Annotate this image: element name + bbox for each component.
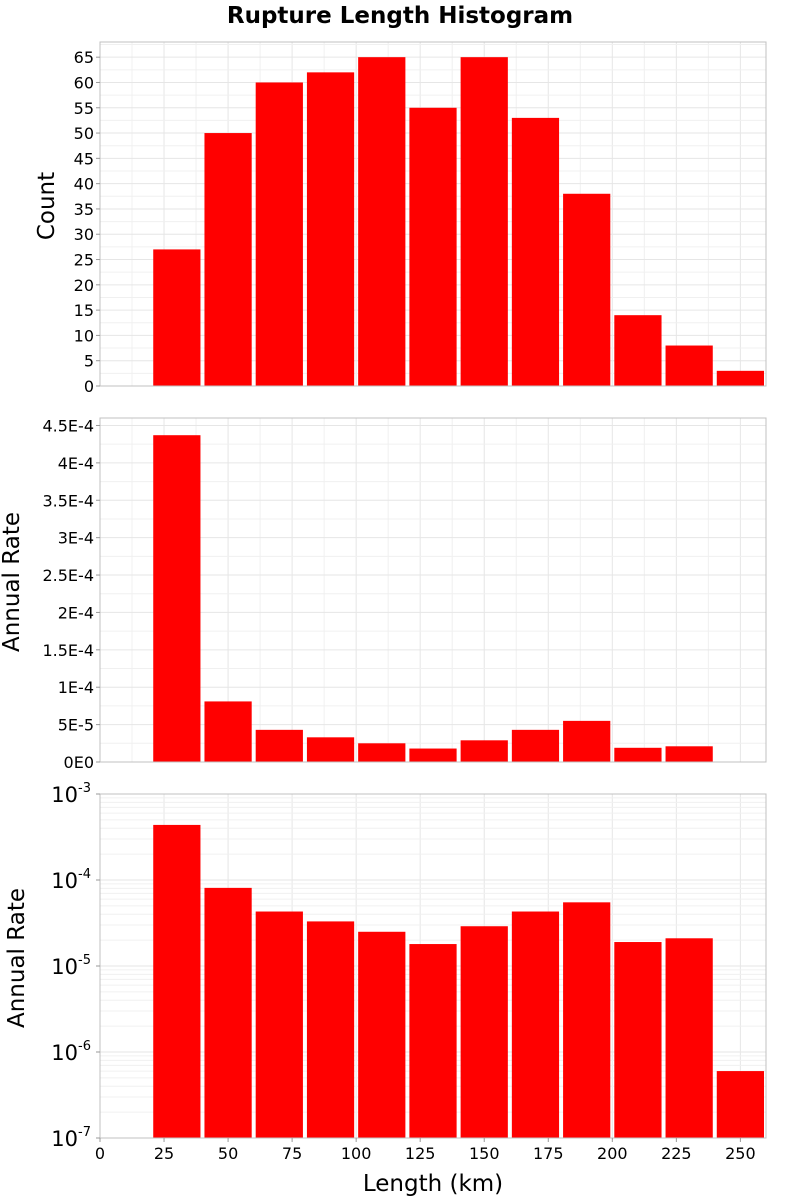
- bar-rate-log-210: [614, 942, 662, 1138]
- x-axis-label: Length (km): [363, 1171, 503, 1197]
- y-tick-label: 1.5E-4: [42, 641, 94, 660]
- y-tick-label: 10: [74, 326, 94, 345]
- x-tick-label: 150: [469, 1144, 500, 1163]
- bar-count-90: [306, 72, 355, 387]
- bar-rate-log-90: [306, 921, 355, 1138]
- y-tick-label: 35: [74, 200, 94, 219]
- y-tick-label: 5: [84, 352, 94, 371]
- bar-rate-linear-210: [614, 747, 662, 762]
- y-tick-label: 10-6: [51, 1039, 91, 1065]
- y-tick-label: 2E-4: [58, 603, 94, 622]
- bar-count-170: [511, 117, 560, 386]
- rate-log-bars: [153, 824, 764, 1138]
- bar-rate-log-150: [460, 926, 508, 1138]
- x-tick-label: 75: [282, 1144, 302, 1163]
- y-tick-label: 2.5E-4: [42, 566, 94, 585]
- bar-rate-log-190: [563, 902, 611, 1138]
- y-tick-label: 50: [74, 124, 94, 143]
- rate-linear-plot-frame: [99, 417, 767, 763]
- bar-rate-linear-170: [511, 729, 560, 762]
- bar-rate-log-30: [153, 824, 201, 1138]
- bar-rate-linear-90: [306, 737, 355, 762]
- y-tick-label: 45: [74, 149, 94, 168]
- bar-count-110: [358, 57, 406, 386]
- annual-rate-linear-panel: 0E0 5E-5 1E-4 1.5E-4 2E-4 2.5E-4 3E-4 3.5E-4 4E-…: [0, 416, 767, 772]
- count-panel: 0 5 10 15 20 25 30 35 40 45 50 55 60 65 Count: [34, 41, 767, 396]
- count-plot-frame: [99, 41, 767, 387]
- rate-linear-y-ticks: 0E0 5E-5 1E-4 1.5E-4 2E-4 2.5E-4 3E-4 3.5E-4 4E-…: [42, 416, 100, 772]
- count-y-ticks: 0 5 10 15 20 25 30 35 40 45 50 55 60 65: [74, 48, 100, 396]
- count-y-axis-label: Count: [34, 172, 60, 240]
- bar-count-210: [614, 315, 662, 386]
- y-tick-label: 15: [74, 301, 94, 320]
- y-tick-label: 0E0: [64, 753, 94, 772]
- y-tick-label: 10-3: [51, 781, 91, 807]
- y-tick-label: 3E-4: [58, 529, 94, 548]
- y-tick-label: 0: [84, 377, 94, 396]
- rate-log-y-axis-label: Annual Rate: [4, 888, 30, 1028]
- count-bars: [153, 57, 764, 387]
- bar-rate-log-130: [409, 944, 457, 1138]
- y-tick-label: 4.5E-4: [42, 416, 94, 435]
- y-tick-label: 3.5E-4: [42, 491, 94, 510]
- y-tick-label: 20: [74, 276, 94, 295]
- x-tick-label: 175: [533, 1144, 564, 1163]
- bar-rate-log-110: [358, 931, 406, 1138]
- bar-rate-linear-70: [255, 729, 303, 762]
- x-tick-label: 100: [341, 1144, 372, 1163]
- bar-count-250: [716, 370, 764, 386]
- y-tick-label: 10-7: [51, 1125, 91, 1151]
- chart-title: Rupture Length Histogram: [227, 3, 573, 29]
- bar-count-230: [665, 345, 713, 386]
- x-tick-label: 50: [218, 1144, 238, 1163]
- bar-count-50: [204, 133, 252, 386]
- bar-count-70: [255, 82, 303, 387]
- rate-linear-bars: [153, 435, 764, 762]
- bar-rate-linear-150: [460, 740, 508, 762]
- y-tick-label: 30: [74, 225, 94, 244]
- bar-rate-linear-30: [153, 435, 201, 762]
- bar-rate-log-170: [511, 911, 560, 1138]
- bar-rate-log-230: [665, 938, 713, 1138]
- y-tick-label: 4E-4: [58, 454, 94, 473]
- rate-log-y-ticks: 10-7 10-6 10-5 10-4 10-3: [51, 781, 100, 1151]
- bar-count-130: [409, 107, 457, 386]
- x-tick-label: 25: [154, 1144, 174, 1163]
- bar-rate-linear-130: [409, 748, 457, 762]
- x-tick-label: 225: [661, 1144, 692, 1163]
- y-tick-label: 1E-4: [58, 678, 94, 697]
- x-tick-label: 250: [725, 1144, 756, 1163]
- y-tick-label: 25: [74, 251, 94, 270]
- x-tick-label: 0: [95, 1144, 105, 1163]
- bar-rate-log-50: [204, 887, 252, 1138]
- bar-rate-log-250: [716, 1071, 764, 1138]
- x-tick-label: 125: [405, 1144, 436, 1163]
- annual-rate-log-panel: 10-7 10-6 10-5 10-4 10-3 Annual Rate: [4, 781, 767, 1151]
- bar-count-30: [153, 249, 201, 386]
- y-tick-label: 60: [74, 73, 94, 92]
- bar-count-190: [563, 193, 611, 386]
- bar-count-150: [460, 57, 508, 386]
- y-tick-label: 5E-5: [58, 716, 94, 735]
- bar-rate-linear-230: [665, 746, 713, 762]
- bar-rate-linear-110: [358, 743, 406, 762]
- y-tick-label: 55: [74, 99, 94, 118]
- bar-rate-linear-190: [563, 720, 611, 762]
- x-tick-label: 200: [597, 1144, 628, 1163]
- rate-linear-y-axis-label: Annual Rate: [0, 512, 25, 652]
- y-tick-label: 10-5: [51, 953, 91, 979]
- y-tick-label: 10-4: [51, 867, 91, 893]
- y-tick-label: 40: [74, 175, 94, 194]
- bar-rate-linear-50: [204, 701, 252, 762]
- y-tick-label: 65: [74, 48, 94, 67]
- x-axis-ticks: 0 25 50 75 100 125 150 175 200 225 250: [95, 1138, 756, 1163]
- bar-rate-log-70: [255, 911, 303, 1138]
